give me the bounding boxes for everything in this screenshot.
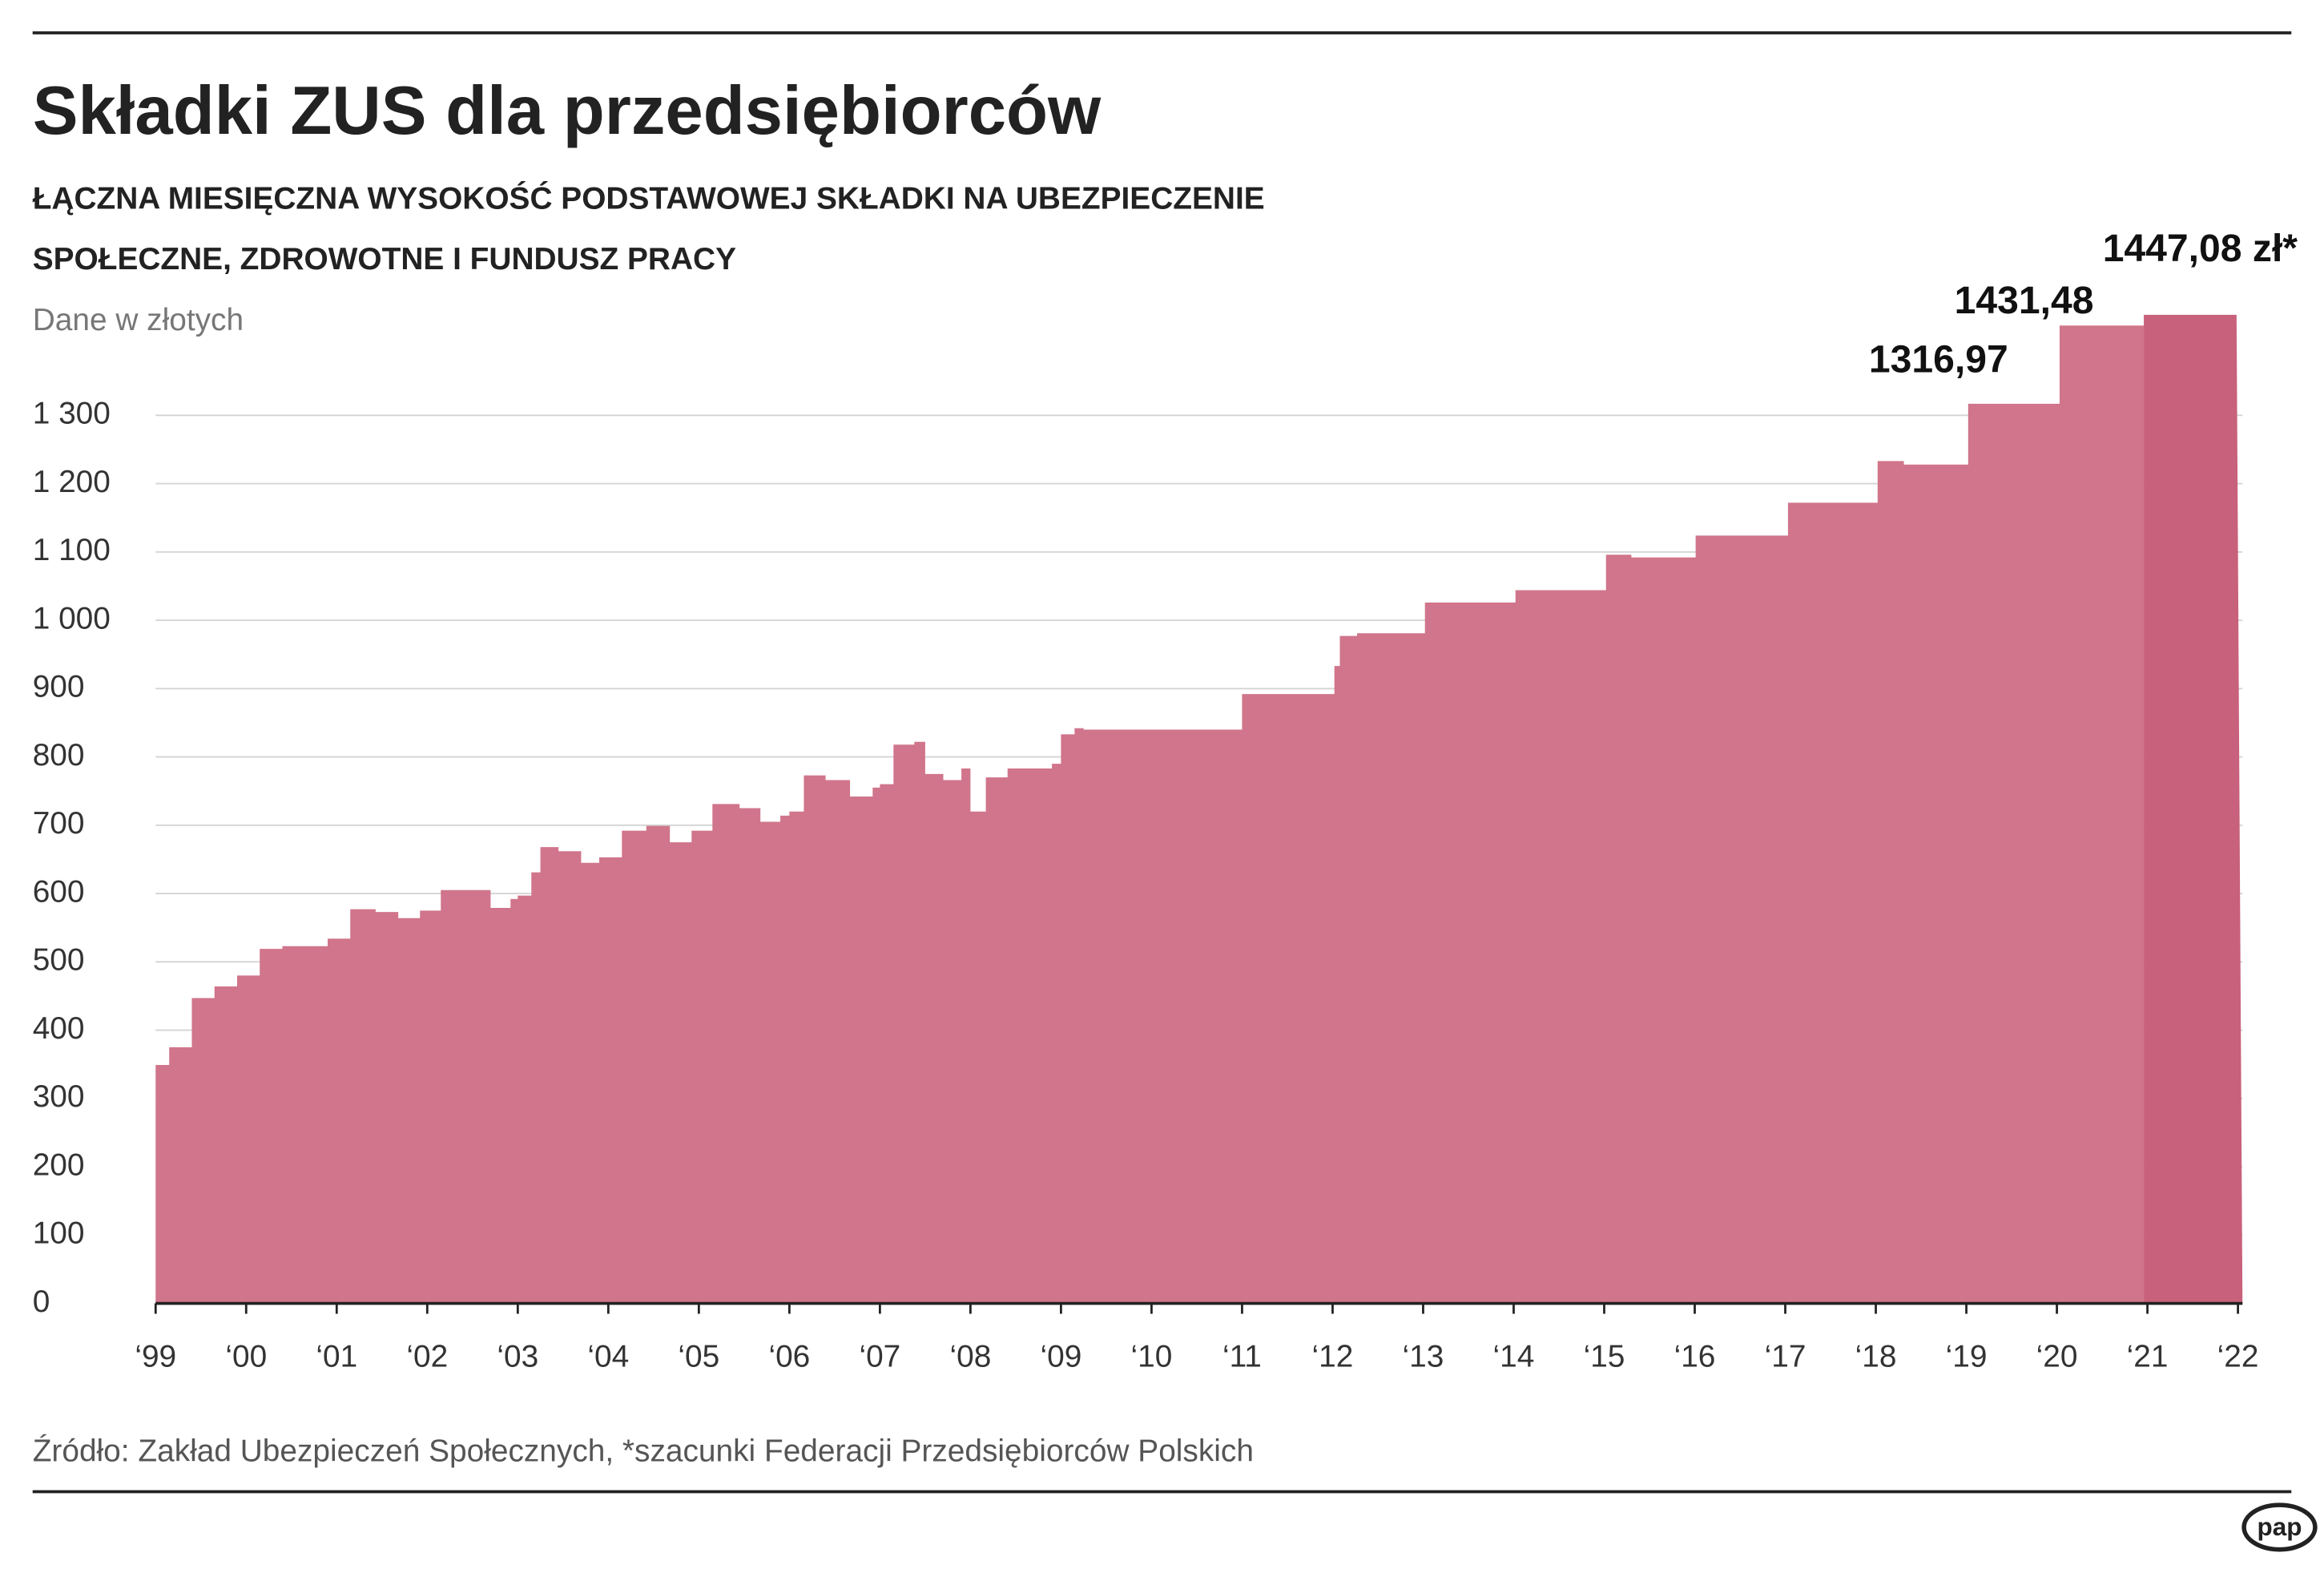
x-tick-label: ‘22 [2217,1339,2259,1373]
y-tick-label: 900 [33,670,85,704]
x-tick-label: ‘09 [1040,1339,1081,1373]
area-last-step [2144,314,2243,1304]
x-tick-label: ‘07 [859,1339,900,1373]
x-tick-label: ‘18 [1855,1339,1897,1373]
x-tick-label: ‘10 [1130,1339,1172,1373]
x-tick-label: ‘12 [1312,1339,1354,1373]
value-label: 1431,48 [1955,279,2094,322]
x-tick-label: ‘05 [678,1339,719,1373]
y-tick-label: 800 [33,738,85,772]
y-tick-label: 1 000 [33,601,111,635]
x-tick-label: ‘00 [225,1339,267,1373]
x-tick-label: ‘02 [406,1339,448,1373]
logo: pap [2258,1513,2302,1541]
x-tick-label: ‘11 [1222,1339,1262,1373]
chart-title: Składki ZUS dla przedsiębiorców [33,73,1102,149]
y-tick-label: 1 100 [33,533,111,567]
x-tick-label: ‘13 [1403,1339,1444,1373]
y-tick-label: 500 [33,943,85,978]
x-tick-label: ‘06 [768,1339,810,1373]
x-tick-label: ‘08 [949,1339,991,1373]
x-tick-label: ‘01 [316,1339,357,1373]
x-tick-label: ‘03 [497,1339,538,1373]
value-label: 1316,97 [1869,338,2008,381]
x-tick-label: ‘16 [1674,1339,1716,1373]
x-tick-label: ‘21 [2127,1339,2169,1373]
value-label: 1447,08 zł* [2103,227,2298,270]
x-tick-label: ‘20 [2036,1339,2078,1373]
y-tick-label: 1 300 [33,397,111,431]
subtitle: SPOŁECZNE, ZDROWOTNE I FUNDUSZ PRACY [33,242,736,276]
y-tick-label: 700 [33,806,85,841]
y-tick-label: 300 [33,1079,85,1114]
y-tick-label: 1 200 [33,465,111,499]
area [155,325,2145,1304]
x-tick-label: ‘19 [1946,1339,1988,1373]
x-tick-label: ‘99 [135,1339,176,1373]
y-tick-label: 0 [33,1285,50,1319]
y-tick-label: 400 [33,1011,85,1046]
source: Źródło: Zakład Ubezpieczeń Społecznych, … [33,1434,1254,1469]
x-tick-label: ‘15 [1584,1339,1625,1373]
y-tick-label: 100 [33,1216,85,1251]
y-tick-label: 600 [33,874,85,909]
x-tick-label: ‘04 [587,1339,629,1373]
logo-badge [2241,1502,2318,1552]
x-tick-label: ‘17 [1765,1339,1806,1373]
y-tick-label: 200 [33,1148,85,1182]
x-tick-label: ‘14 [1493,1339,1535,1373]
y-axis-label: Dane w złotych [33,303,244,337]
subtitle: ŁĄCZNA MIESIĘCZNA WYSOKOŚĆ PODSTAWOWEJ S… [33,180,1265,216]
